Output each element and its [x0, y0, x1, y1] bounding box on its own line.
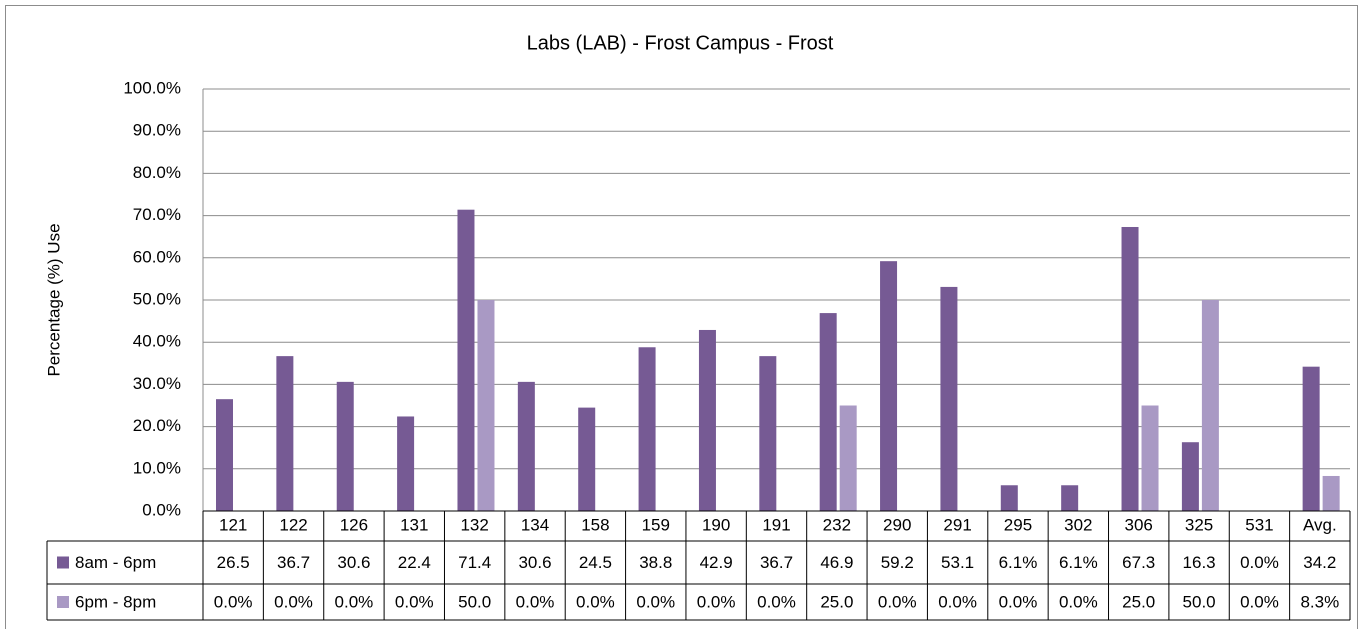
data-table-value: 25.0	[820, 592, 853, 611]
data-table-value: 30.6	[337, 553, 370, 572]
data-table-value: 0.0%	[335, 592, 374, 611]
data-table-value: 59.2	[881, 553, 914, 572]
data-table-value: 25.0	[1122, 592, 1155, 611]
x-tick-label: 531	[1245, 515, 1273, 534]
data-table-value: 30.6	[518, 553, 551, 572]
data-table-value: 0.0%	[395, 592, 434, 611]
bar	[759, 356, 777, 511]
y-tick-label: 80.0%	[133, 163, 181, 182]
data-table-value: 53.1	[941, 553, 974, 572]
data-table-value: 50.0	[1183, 592, 1216, 611]
bar	[1302, 366, 1320, 511]
data-table-value: 0.0%	[1240, 553, 1279, 572]
chart-title: Labs (LAB) - Frost Campus - Frost	[527, 32, 834, 54]
data-table-value: 0.0%	[1240, 592, 1279, 611]
data-table-value: 0.0%	[274, 592, 313, 611]
y-tick-label: 60.0%	[133, 247, 181, 266]
y-tick-label: 10.0%	[133, 458, 181, 477]
x-tick-label: 190	[702, 515, 730, 534]
bar	[336, 381, 354, 511]
legend-label: 8am - 6pm	[75, 553, 156, 572]
data-table-value: 0.0%	[697, 592, 736, 611]
bar	[638, 347, 656, 511]
data-table-value: 0.0%	[938, 592, 977, 611]
bar	[578, 407, 596, 511]
x-tick-label: 122	[279, 515, 307, 534]
data-table-value: 6.1%	[999, 553, 1038, 572]
x-tick-label: 232	[823, 515, 851, 534]
x-tick-label: 191	[762, 515, 790, 534]
bar	[839, 405, 857, 511]
data-table-value: 26.5	[217, 553, 250, 572]
bar	[477, 300, 495, 511]
bar	[1121, 226, 1139, 511]
x-tick-label: 306	[1125, 515, 1153, 534]
data-table-value: 0.0%	[757, 592, 796, 611]
x-tick-label: 126	[340, 515, 368, 534]
data-table-value: 16.3	[1183, 553, 1216, 572]
x-tick-label: 134	[521, 515, 549, 534]
data-table-value: 0.0%	[636, 592, 675, 611]
data-table-value: 0.0%	[878, 592, 917, 611]
data-table-value: 6.1%	[1059, 553, 1098, 572]
bar	[1061, 485, 1079, 511]
bar	[517, 381, 535, 511]
x-tick-label: 291	[943, 515, 971, 534]
data-table-value: 8.3%	[1300, 592, 1339, 611]
x-tick-label: 158	[581, 515, 609, 534]
y-tick-label: 90.0%	[133, 121, 181, 140]
bar	[1000, 485, 1018, 511]
legend-swatch	[57, 556, 69, 569]
bar	[1201, 300, 1219, 511]
data-table-value: 50.0	[458, 592, 491, 611]
bar	[276, 356, 294, 511]
data-table-value: 0.0%	[516, 592, 555, 611]
chart-border	[5, 5, 1358, 629]
x-tick-label: 159	[642, 515, 670, 534]
bar	[397, 416, 415, 511]
x-tick-label: 121	[219, 515, 247, 534]
y-tick-label: 0.0%	[142, 500, 181, 519]
y-tick-label: 50.0%	[133, 289, 181, 308]
bar	[216, 399, 233, 511]
x-tick-label: 325	[1185, 515, 1213, 534]
bar	[819, 313, 837, 511]
y-tick-label: 20.0%	[133, 416, 181, 435]
bar	[1181, 442, 1199, 511]
data-table-value: 0.0%	[214, 592, 253, 611]
bar	[940, 286, 958, 511]
bar	[457, 209, 475, 511]
data-table-value: 0.0%	[576, 592, 615, 611]
data-table-value: 42.9	[700, 553, 733, 572]
bar	[1141, 405, 1159, 511]
data-table-value: 36.7	[277, 553, 310, 572]
data-table-value: 22.4	[398, 553, 431, 572]
data-table-value: 0.0%	[999, 592, 1038, 611]
data-table-value: 71.4	[458, 553, 491, 572]
bar	[880, 261, 898, 511]
legend-label: 6pm - 8pm	[75, 592, 156, 611]
x-tick-label: 290	[883, 515, 911, 534]
y-tick-label: 70.0%	[133, 205, 181, 224]
bar	[1322, 475, 1340, 511]
x-tick-label: 131	[400, 515, 428, 534]
data-table-value: 46.9	[820, 553, 853, 572]
y-tick-label: 30.0%	[133, 374, 181, 393]
data-table-value: 67.3	[1122, 553, 1155, 572]
bar	[698, 329, 716, 511]
data-table-value: 0.0%	[1059, 592, 1098, 611]
x-tick-label: 295	[1004, 515, 1032, 534]
data-table-value: 34.2	[1303, 553, 1336, 572]
legend-swatch	[57, 596, 69, 608]
data-table-value: 38.8	[639, 553, 672, 572]
data-table-value: 24.5	[579, 553, 612, 572]
y-tick-label: 40.0%	[133, 332, 181, 351]
x-tick-label: Avg.	[1303, 515, 1337, 534]
y-tick-label: 100.0%	[123, 78, 181, 97]
x-tick-label: 132	[460, 515, 488, 534]
x-tick-label: 302	[1064, 515, 1092, 534]
y-axis-label: Percentage (%) Use	[44, 223, 63, 376]
data-table-value: 36.7	[760, 553, 793, 572]
